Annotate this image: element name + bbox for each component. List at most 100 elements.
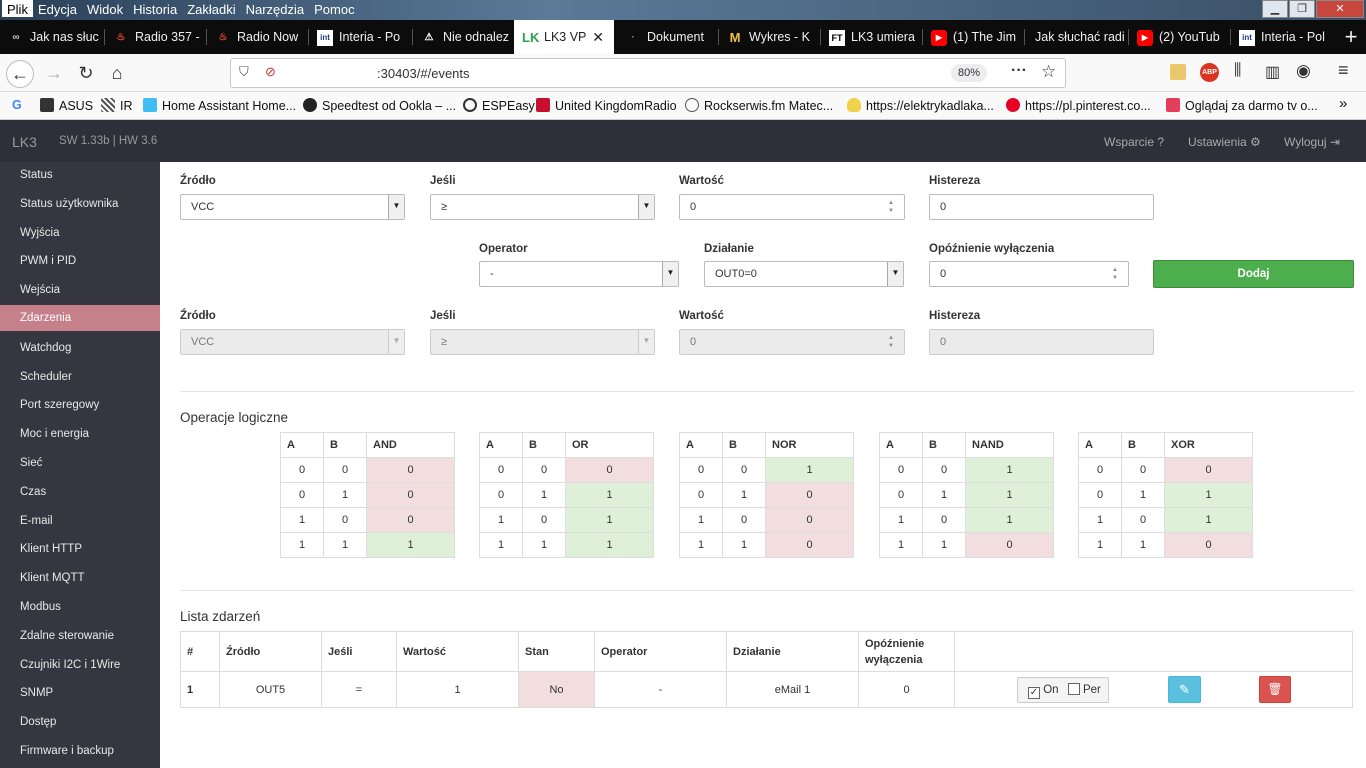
- menu-pomoc[interactable]: Pomoc: [314, 2, 355, 17]
- bookmark-pinterest[interactable]: https://pl.pinterest.co...: [1006, 98, 1151, 113]
- sidebar-item-inputs[interactable]: Wejścia: [20, 284, 61, 296]
- truth-table-input: 1: [323, 482, 367, 508]
- spinner-icon[interactable]: ▲ ▼: [888, 335, 894, 349]
- sidebar-item-email[interactable]: E-mail: [20, 515, 53, 527]
- spinner-icon[interactable]: ▲ ▼: [888, 200, 894, 214]
- add-button[interactable]: Dodaj: [1153, 260, 1354, 288]
- bookmark-tv[interactable]: Oglądaj za darmo tv o...: [1166, 98, 1318, 113]
- bookmark-google[interactable]: G: [12, 98, 22, 112]
- menu-zakladki[interactable]: Zakładki: [187, 2, 236, 17]
- sidebar-item-snmp[interactable]: SNMP: [20, 687, 54, 699]
- bookmark-home-assistant[interactable]: Home Assistant Home...: [143, 98, 296, 113]
- tab-1[interactable]: ∞ Jak nas słuc: [0, 20, 105, 54]
- hysteresis2-input[interactable]: 0: [929, 329, 1154, 355]
- settings-link[interactable]: Ustawienia ⚙: [1188, 135, 1261, 149]
- bookmark-espeasy[interactable]: ESPEasy: [463, 98, 535, 113]
- bookmark-uk-radio[interactable]: United KingdomRadio: [536, 98, 677, 113]
- tab-13[interactable]: int Interia - Pol: [1231, 20, 1329, 54]
- close-tab-icon[interactable]: ✕: [592, 29, 604, 45]
- tab-5[interactable]: ⚠ Nie odnalez: [413, 20, 513, 54]
- sidebar-item-status[interactable]: Status: [20, 169, 53, 181]
- sidebar-item-pwm-pid[interactable]: PWM i PID: [20, 255, 77, 267]
- sidebar-toggle-icon[interactable]: ▥: [1265, 64, 1281, 81]
- sidebar-item-scheduler[interactable]: Scheduler: [20, 371, 72, 383]
- tab-12[interactable]: ▶ (2) YouTub: [1129, 20, 1229, 54]
- sidebar-item-outputs[interactable]: Wyjścia: [20, 227, 60, 239]
- bookmark-ir[interactable]: IR: [101, 98, 133, 113]
- extension-avatar-icon[interactable]: [1170, 64, 1186, 80]
- sidebar-item-firmware[interactable]: Firmware i backup: [20, 745, 114, 757]
- sidebar-item-power-energy[interactable]: Moc i energia: [20, 428, 90, 440]
- logout-link[interactable]: Wyloguj ⇥: [1284, 135, 1340, 149]
- menu-historia[interactable]: Historia: [133, 2, 178, 17]
- sidebar-item-mqtt-client[interactable]: Klient MQTT: [20, 572, 85, 584]
- sidebar-item-serial-port[interactable]: Port szeregowy: [20, 399, 100, 411]
- bookmark-rockserwis[interactable]: Rockserwis.fm Matec...: [685, 98, 833, 113]
- spinner-icon[interactable]: ▲ ▼: [1112, 267, 1118, 281]
- account-icon[interactable]: ◉: [1296, 61, 1311, 80]
- url-text[interactable]: :30403/#/events: [377, 66, 470, 81]
- on-checkbox[interactable]: ✓: [1028, 687, 1040, 699]
- sidebar-item-modbus[interactable]: Modbus: [20, 601, 61, 613]
- tab-11[interactable]: Jak słuchać radi: [1025, 20, 1127, 54]
- menu-edycja[interactable]: Edycja: [37, 2, 77, 17]
- bookmark-asus[interactable]: ASUS: [40, 98, 93, 113]
- source-select[interactable]: VCC ▼: [180, 194, 405, 220]
- source2-select[interactable]: VCC ▼: [180, 329, 405, 355]
- close-window-button[interactable]: ✕: [1316, 0, 1364, 18]
- condition-select[interactable]: ≥ ▼: [430, 194, 655, 220]
- tab-3[interactable]: ♨ Radio Now: [207, 20, 307, 54]
- tab-7[interactable]: · Dokument: [617, 20, 717, 54]
- sidebar-item-access[interactable]: Dostęp: [20, 716, 57, 728]
- page-actions-icon[interactable]: ···: [1011, 62, 1027, 79]
- tab-8[interactable]: M Wykres - K: [719, 20, 819, 54]
- support-link[interactable]: Wsparcie ?: [1104, 135, 1165, 149]
- new-tab-button[interactable]: +: [1344, 24, 1358, 49]
- operator-select[interactable]: - ▼: [479, 261, 679, 287]
- tab-label: Radio Now: [237, 30, 299, 44]
- reload-button[interactable]: ↻: [78, 63, 94, 83]
- bookmark-star-icon[interactable]: ☆: [1041, 62, 1057, 81]
- bookmark-elektryka[interactable]: https://elektrykadlaka...: [847, 98, 994, 113]
- bookmarks-overflow-icon[interactable]: »: [1339, 95, 1348, 112]
- sidebar-item-http-client[interactable]: Klient HTTP: [20, 543, 82, 555]
- tab-6-active[interactable]: LK LK3 VP ✕: [514, 20, 614, 54]
- sidebar-item-sensors[interactable]: Czujniki I2C i 1Wire: [20, 659, 121, 671]
- forward-button[interactable]: →: [45, 63, 63, 83]
- sidebar-item-user-status[interactable]: Status użytkownika: [20, 198, 119, 210]
- back-button[interactable]: ←: [6, 60, 34, 88]
- shield-icon[interactable]: ⛉: [239, 64, 249, 79]
- insecure-lock-icon[interactable]: ⊘: [265, 64, 276, 79]
- maximize-button[interactable]: ❐: [1289, 0, 1315, 18]
- sidebar-item-events[interactable]: Zdarzenia: [0, 305, 160, 331]
- sidebar-item-watchdog[interactable]: Watchdog: [20, 342, 72, 354]
- sidebar-item-time[interactable]: Czas: [20, 486, 47, 498]
- action-select[interactable]: OUT0=0 ▼: [704, 261, 904, 287]
- sidebar-item-remote-control[interactable]: Zdalne sterowanie: [20, 630, 114, 642]
- value2-input[interactable]: 0 ▲ ▼: [679, 329, 905, 355]
- edit-button[interactable]: ✎: [1168, 676, 1201, 703]
- adblock-icon[interactable]: ABP: [1200, 63, 1219, 82]
- hysteresis-input[interactable]: 0: [929, 194, 1154, 220]
- condition2-select[interactable]: ≥ ▼: [430, 329, 655, 355]
- hamburger-menu-icon[interactable]: ≡: [1338, 60, 1349, 80]
- menu-widok[interactable]: Widok: [86, 2, 124, 17]
- bookmark-speedtest[interactable]: Speedtest od Ookla – ...: [303, 98, 456, 113]
- url-bar[interactable]: ⛉ ⊘ :30403/#/events 80% ··· ☆: [230, 58, 1066, 88]
- delay-input[interactable]: 0 ▲ ▼: [929, 261, 1129, 287]
- tab-9[interactable]: FT LK3 umiera: [821, 20, 921, 54]
- library-icon[interactable]: ⫼: [1234, 62, 1242, 79]
- delete-button[interactable]: 🗑: [1259, 676, 1291, 703]
- tab-2[interactable]: ♨ Radio 357 -: [105, 20, 205, 54]
- menu-narzedzia[interactable]: Narzędzia: [245, 2, 305, 17]
- tab-4[interactable]: int Interia - Po: [309, 20, 411, 54]
- brand-logo[interactable]: LK3: [12, 134, 37, 150]
- home-button[interactable]: ⌂: [111, 63, 123, 83]
- menu-plik[interactable]: Plik: [2, 0, 33, 17]
- zoom-indicator[interactable]: 80%: [951, 64, 987, 82]
- per-checkbox[interactable]: [1067, 683, 1080, 695]
- value-input[interactable]: 0 ▲ ▼: [679, 194, 905, 220]
- minimize-button[interactable]: ▁: [1262, 0, 1288, 18]
- tab-10[interactable]: ▶ (1) The Jim: [923, 20, 1023, 54]
- sidebar-item-network[interactable]: Sieć: [20, 457, 43, 469]
